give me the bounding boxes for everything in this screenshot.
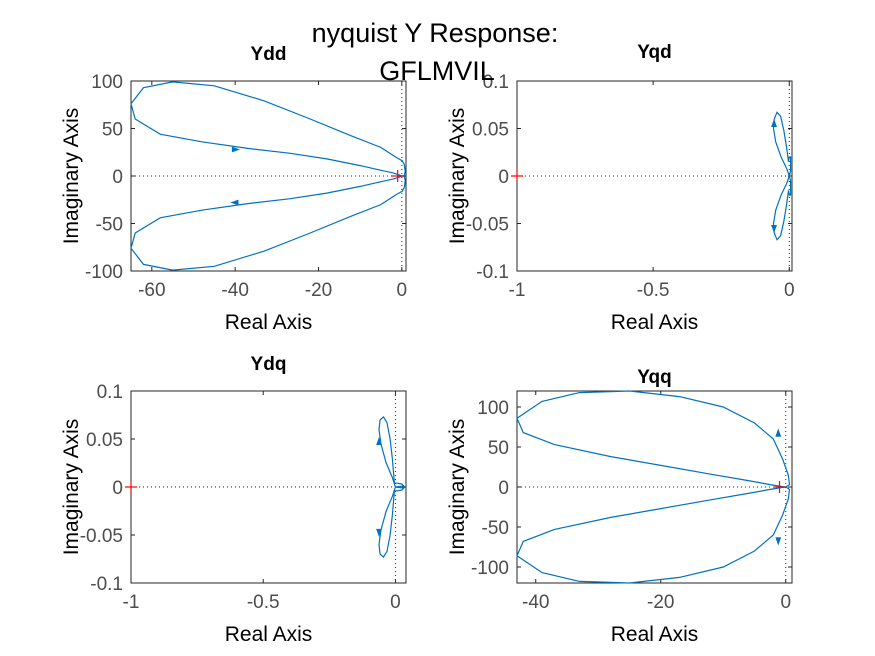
figure-title: nyquist Y Response:: [312, 18, 559, 48]
nyquist-curve-negative-frequency: [772, 175, 792, 241]
y-tick-label: 100: [91, 72, 123, 93]
y-axis-label: Imaginary Axis: [446, 419, 469, 556]
y-tick-label: 50: [102, 120, 123, 141]
x-tick-label: -40: [221, 280, 248, 301]
x-axis-label: Real Axis: [225, 311, 313, 334]
direction-arrow-icon: [376, 436, 382, 446]
figure-title-line2: GFLMVIL: [379, 56, 495, 86]
y-tick-label: -0.05: [466, 215, 509, 236]
x-tick-label: 0: [784, 280, 795, 301]
direction-arrow-icon: [775, 537, 782, 546]
nyquist-curve-positive-frequency: [772, 111, 792, 177]
y-tick-label: -50: [96, 215, 123, 236]
plot-panel-ydq: -1 -0.5 0 -0.1 -0.05 0 0.05 0.1 Ydq Real Axis Imag…: [60, 354, 407, 646]
nyquist-curve-negative-frequency: [516, 486, 791, 584]
y-tick-label: 100: [477, 398, 509, 419]
plot-panel-yqq: -40 -20 0 -100 -50 0 50 100 Yqq Real Axis Imaginar…: [446, 367, 793, 646]
plot-panel-yqd: -1 -0.5 0 -0.1 -0.05 0 0.05 0.1 Yqd Real Axis Imag…: [446, 42, 795, 334]
x-axis-label: Real Axis: [225, 623, 313, 646]
y-tick-label: -0.1: [90, 574, 123, 595]
x-tick-label: -1: [509, 280, 526, 301]
y-tick-label: -100: [85, 262, 123, 283]
direction-arrow-icon: [771, 118, 777, 128]
plot-panel-ydd: -60 -40 -20 0 -100 -50 0 50 100 Ydd Real Axis Imagi…: [60, 44, 407, 334]
nyquist-curve-negative-frequency: [130, 175, 406, 271]
x-tick-label: -20: [305, 280, 332, 301]
panel-title: Ydd: [251, 44, 287, 65]
y-tick-label: 0.1: [97, 382, 123, 403]
nyquist-curve-positive-frequency: [516, 390, 791, 488]
y-tick-label: 50: [488, 438, 509, 459]
y-axis-label: Imaginary Axis: [60, 419, 83, 556]
y-tick-label: 0: [498, 478, 509, 499]
x-tick-label: 0: [780, 592, 791, 613]
axes-box: [516, 390, 793, 584]
nyquist-curve-positive-frequency: [130, 81, 406, 177]
axes-box: [130, 390, 407, 584]
x-tick-label: -60: [138, 280, 165, 301]
x-axis-label: Real Axis: [611, 623, 699, 646]
direction-arrow-icon: [376, 528, 382, 538]
y-tick-label: 0.05: [86, 430, 123, 451]
x-tick-label: -0.5: [247, 592, 280, 613]
direction-arrow-icon: [230, 199, 239, 206]
x-axis-label: Real Axis: [611, 311, 699, 334]
x-tick-label: 0: [397, 280, 408, 301]
y-tick-label: -0.1: [476, 262, 509, 283]
y-tick-label: 0: [112, 167, 123, 188]
y-tick-label: -0.05: [80, 526, 123, 547]
x-tick-label: -40: [522, 592, 549, 613]
direction-arrow-icon: [231, 146, 241, 153]
panel-title: Yqq: [637, 367, 671, 388]
x-tick-label: -20: [647, 592, 674, 613]
direction-arrow-icon: [775, 428, 782, 437]
panel-title: Ydq: [251, 354, 287, 375]
direction-arrow-icon: [771, 224, 777, 234]
axes-box: [130, 80, 407, 272]
x-tick-label: -0.5: [637, 280, 670, 301]
axes-box: [516, 80, 793, 272]
y-axis-label: Imaginary Axis: [446, 108, 469, 245]
y-tick-label: -100: [471, 558, 509, 579]
x-tick-label: 0: [390, 592, 401, 613]
y-tick-label: 0: [498, 167, 509, 188]
panel-title: Yqd: [637, 42, 671, 63]
y-tick-label: 0: [112, 478, 123, 499]
y-axis-label: Imaginary Axis: [60, 108, 83, 245]
y-tick-label: 0.1: [483, 72, 509, 93]
y-tick-label: -50: [482, 518, 509, 539]
x-tick-label: -1: [123, 592, 140, 613]
y-tick-label: 0.05: [472, 120, 509, 141]
nyquist-curve-negative-frequency: [378, 485, 406, 559]
